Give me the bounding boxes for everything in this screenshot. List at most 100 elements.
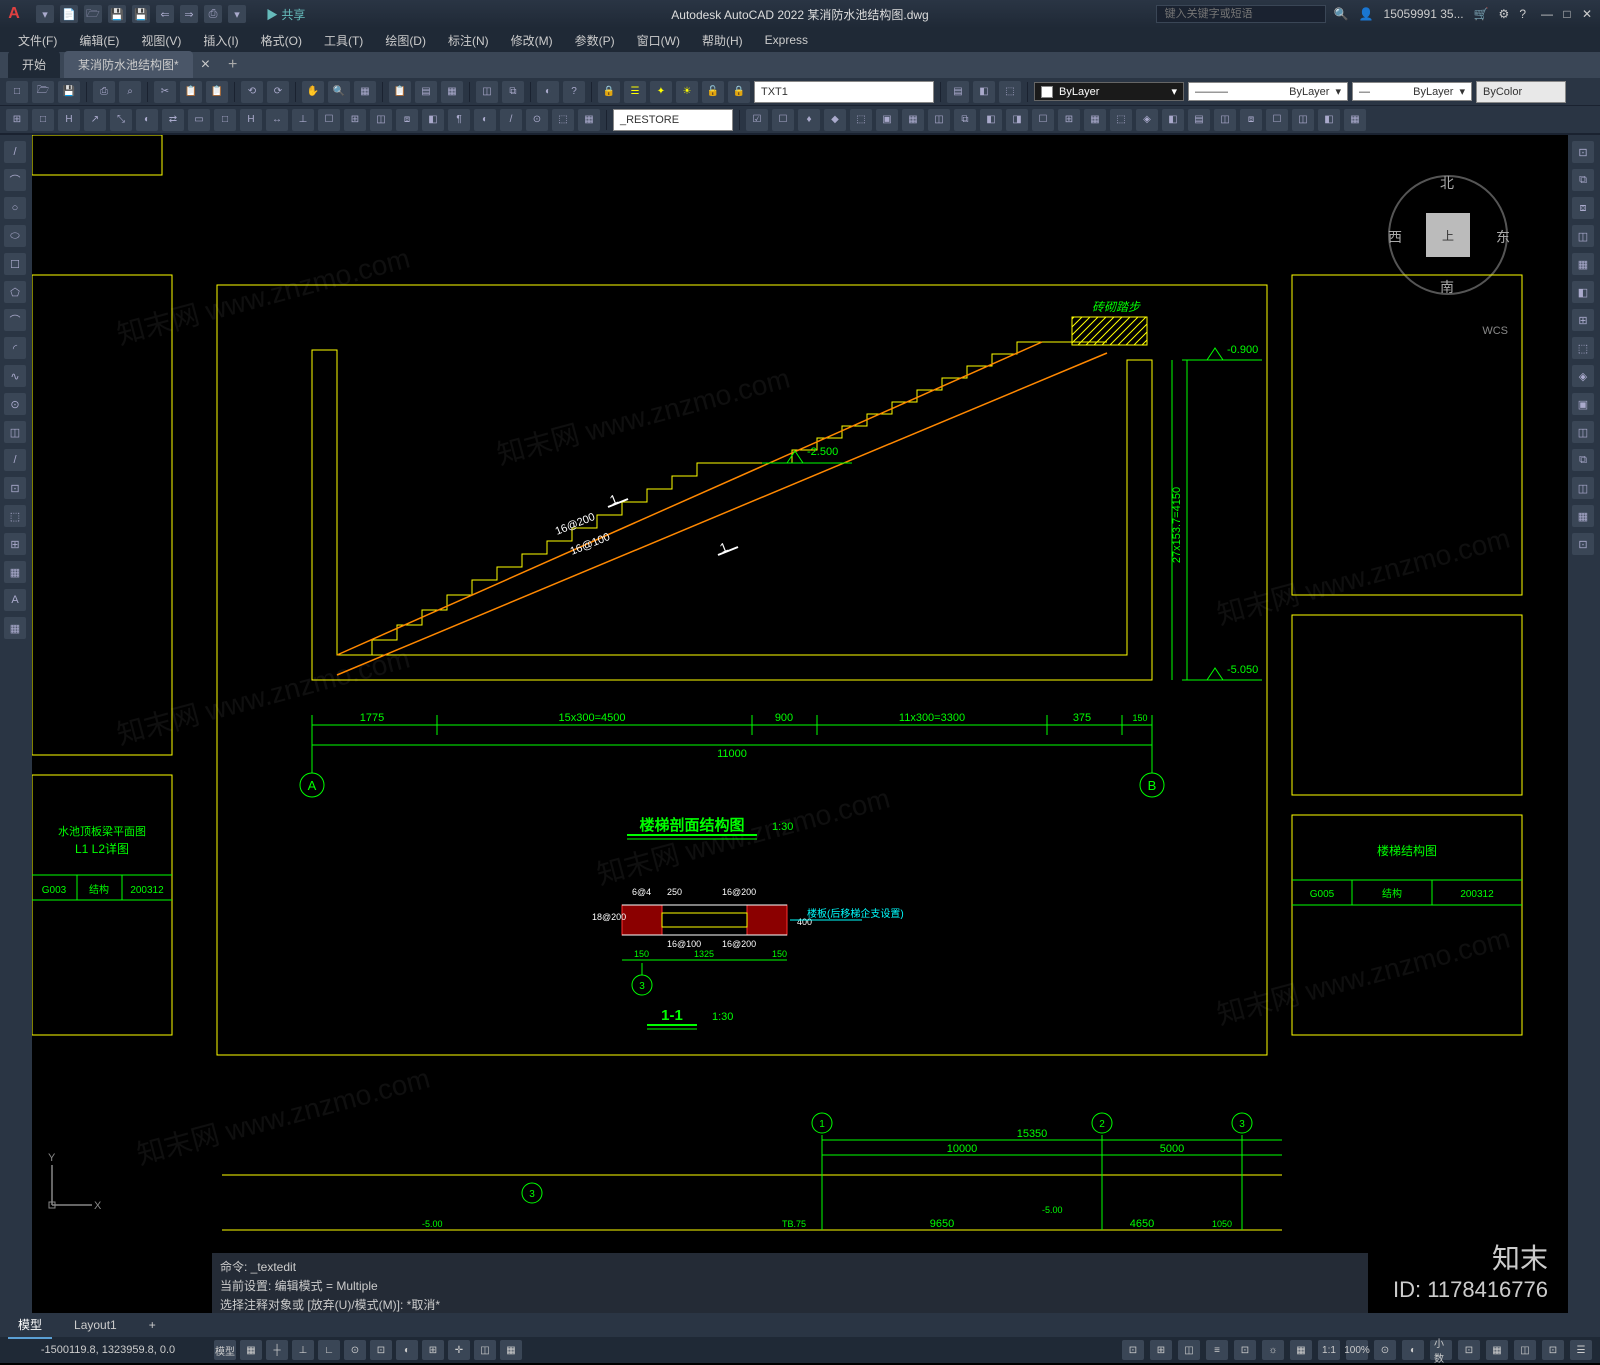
- tb2-btn-15[interactable]: ⧈: [396, 109, 418, 131]
- tb2r-btn-1[interactable]: ☐: [772, 109, 794, 131]
- tb2r-btn-22[interactable]: ◧: [1318, 109, 1340, 131]
- tb2-btn-7[interactable]: ▭: [188, 109, 210, 131]
- tab-start[interactable]: 开始: [8, 51, 60, 78]
- menu-format[interactable]: 格式(O): [251, 28, 312, 53]
- tb-layer4[interactable]: ☀: [676, 81, 698, 103]
- search-icon[interactable]: 🔍: [1334, 7, 1349, 21]
- qat-redo-icon[interactable]: ⇒: [180, 5, 198, 23]
- left-tool-7[interactable]: ◜: [4, 337, 26, 359]
- tb-paste[interactable]: 📋: [206, 81, 228, 103]
- right-tool-7[interactable]: ⬚: [1572, 337, 1594, 359]
- left-tool-3[interactable]: ⬭: [4, 225, 26, 247]
- right-tool-5[interactable]: ◧: [1572, 281, 1594, 303]
- tb2-btn-18[interactable]: ◐: [474, 109, 496, 131]
- lineweight-select[interactable]: — ByLayer ▾: [1352, 82, 1472, 101]
- menu-window[interactable]: 窗口(W): [627, 28, 690, 53]
- tb2r-btn-12[interactable]: ⊞: [1058, 109, 1080, 131]
- tb2r-btn-18[interactable]: ◫: [1214, 109, 1236, 131]
- tb-dcenter-icon[interactable]: ▦: [441, 81, 463, 103]
- status-btn-r-10[interactable]: ◐: [1402, 1340, 1424, 1360]
- tb-zoom-icon[interactable]: 🔍: [328, 81, 350, 103]
- tb2-btn-17[interactable]: ¶: [448, 109, 470, 131]
- tb2-btn-1[interactable]: □: [32, 109, 54, 131]
- drawing-canvas[interactable]: 知末网 www.znzmo.com 知末网 www.znzmo.com 知末网 …: [32, 135, 1568, 1313]
- plotstyle-select[interactable]: ByColor: [1476, 81, 1566, 103]
- right-tool-14[interactable]: ⊡: [1572, 533, 1594, 555]
- tb2r-btn-23[interactable]: ▦: [1344, 109, 1366, 131]
- left-tool-17[interactable]: ▦: [4, 617, 26, 639]
- status-coords[interactable]: -1500119.8, 1323959.8, 0.0: [8, 1344, 208, 1356]
- tb-layer5[interactable]: 🔓: [702, 81, 724, 103]
- status-btn-l-7[interactable]: ◐: [396, 1340, 418, 1360]
- left-tool-9[interactable]: ⊙: [4, 393, 26, 415]
- status-btn-l-11[interactable]: ▦: [500, 1340, 522, 1360]
- tb2r-btn-11[interactable]: ☐: [1032, 109, 1054, 131]
- status-btn-r-3[interactable]: ≡: [1206, 1340, 1228, 1360]
- right-tool-10[interactable]: ◫: [1572, 421, 1594, 443]
- close-button[interactable]: ✕: [1578, 5, 1596, 23]
- tb-save[interactable]: 💾: [58, 81, 80, 103]
- tb2r-btn-7[interactable]: ◫: [928, 109, 950, 131]
- tb2r-btn-21[interactable]: ◫: [1292, 109, 1314, 131]
- status-btn-r-8[interactable]: 100%: [1346, 1340, 1368, 1360]
- tb2-btn-14[interactable]: ◫: [370, 109, 392, 131]
- tb-layer6[interactable]: 🔒: [728, 81, 750, 103]
- tb2-btn-2[interactable]: H: [58, 109, 80, 131]
- tb2r-btn-3[interactable]: ◆: [824, 109, 846, 131]
- left-tool-5[interactable]: ⬠: [4, 281, 26, 303]
- tb2-btn-16[interactable]: ◧: [422, 109, 444, 131]
- tb-tpal-icon[interactable]: ▤: [415, 81, 437, 103]
- tb2r-btn-0[interactable]: ☑: [746, 109, 768, 131]
- status-btn-l-6[interactable]: ⊡: [370, 1340, 392, 1360]
- user-icon[interactable]: 👤: [1359, 7, 1374, 21]
- menu-draw[interactable]: 绘图(D): [375, 28, 436, 53]
- tb-find[interactable]: ⌕: [119, 81, 141, 103]
- tb-cut[interactable]: ✂: [154, 81, 176, 103]
- left-tool-6[interactable]: ⌒: [4, 309, 26, 331]
- tb2-btn-20[interactable]: ⊙: [526, 109, 548, 131]
- status-btn-l-9[interactable]: ✛: [448, 1340, 470, 1360]
- tb2r-btn-2[interactable]: ♦: [798, 109, 820, 131]
- status-btn-l-4[interactable]: ∟: [318, 1340, 340, 1360]
- tb2r-btn-17[interactable]: ▤: [1188, 109, 1210, 131]
- command-line[interactable]: 命令: _textedit 当前设置: 编辑模式 = Multiple 选择注释…: [212, 1253, 1368, 1313]
- layer-text-combo[interactable]: TXT1: [754, 81, 934, 103]
- menu-edit[interactable]: 编辑(E): [69, 28, 129, 53]
- tb2r-btn-15[interactable]: ◈: [1136, 109, 1158, 131]
- status-btn-r-6[interactable]: ▦: [1290, 1340, 1312, 1360]
- tb2-btn-4[interactable]: ⤡: [110, 109, 132, 131]
- left-tool-13[interactable]: ⬚: [4, 505, 26, 527]
- tab-drawing[interactable]: 某消防水池结构图*: [64, 51, 193, 78]
- tb-render-icon[interactable]: ◐: [537, 81, 559, 103]
- left-tool-12[interactable]: ⊡: [4, 477, 26, 499]
- tab-add[interactable]: +: [218, 52, 247, 78]
- status-btn-r-11[interactable]: 小数: [1430, 1340, 1452, 1360]
- tb2r-btn-5[interactable]: ▣: [876, 109, 898, 131]
- tb2-btn-5[interactable]: ◐: [136, 109, 158, 131]
- qat-print-icon[interactable]: ⎙: [204, 5, 222, 23]
- right-tool-6[interactable]: ⊞: [1572, 309, 1594, 331]
- tb2-btn-19[interactable]: /: [500, 109, 522, 131]
- status-btn-r-16[interactable]: ☰: [1570, 1340, 1592, 1360]
- qat-save-icon[interactable]: 💾: [108, 5, 126, 23]
- status-btn-r-5[interactable]: ☼: [1262, 1340, 1284, 1360]
- status-btn-l-10[interactable]: ◫: [474, 1340, 496, 1360]
- right-tool-1[interactable]: ⧉: [1572, 169, 1594, 191]
- qat-open-icon[interactable]: 🗁: [84, 5, 102, 23]
- tab-layout1[interactable]: Layout1: [64, 1314, 127, 1336]
- user-label[interactable]: 15059991 35...: [1384, 7, 1464, 21]
- right-tool-9[interactable]: ▣: [1572, 393, 1594, 415]
- status-btn-r-0[interactable]: ⊡: [1122, 1340, 1144, 1360]
- status-btn-r-15[interactable]: ⊡: [1542, 1340, 1564, 1360]
- qat-more-icon[interactable]: ▾: [228, 5, 246, 23]
- search-input[interactable]: [1156, 5, 1326, 23]
- left-tool-15[interactable]: ▦: [4, 561, 26, 583]
- tb-props-icon[interactable]: ▦: [354, 81, 376, 103]
- left-tool-16[interactable]: A: [4, 589, 26, 611]
- maximize-button[interactable]: □: [1558, 5, 1576, 23]
- tb2-btn-6[interactable]: ⇄: [162, 109, 184, 131]
- left-tool-1[interactable]: ⌒: [4, 169, 26, 191]
- status-btn-r-14[interactable]: ◫: [1514, 1340, 1536, 1360]
- apps-icon[interactable]: ⚙: [1499, 7, 1510, 21]
- tb-layer1[interactable]: 🔒: [598, 81, 620, 103]
